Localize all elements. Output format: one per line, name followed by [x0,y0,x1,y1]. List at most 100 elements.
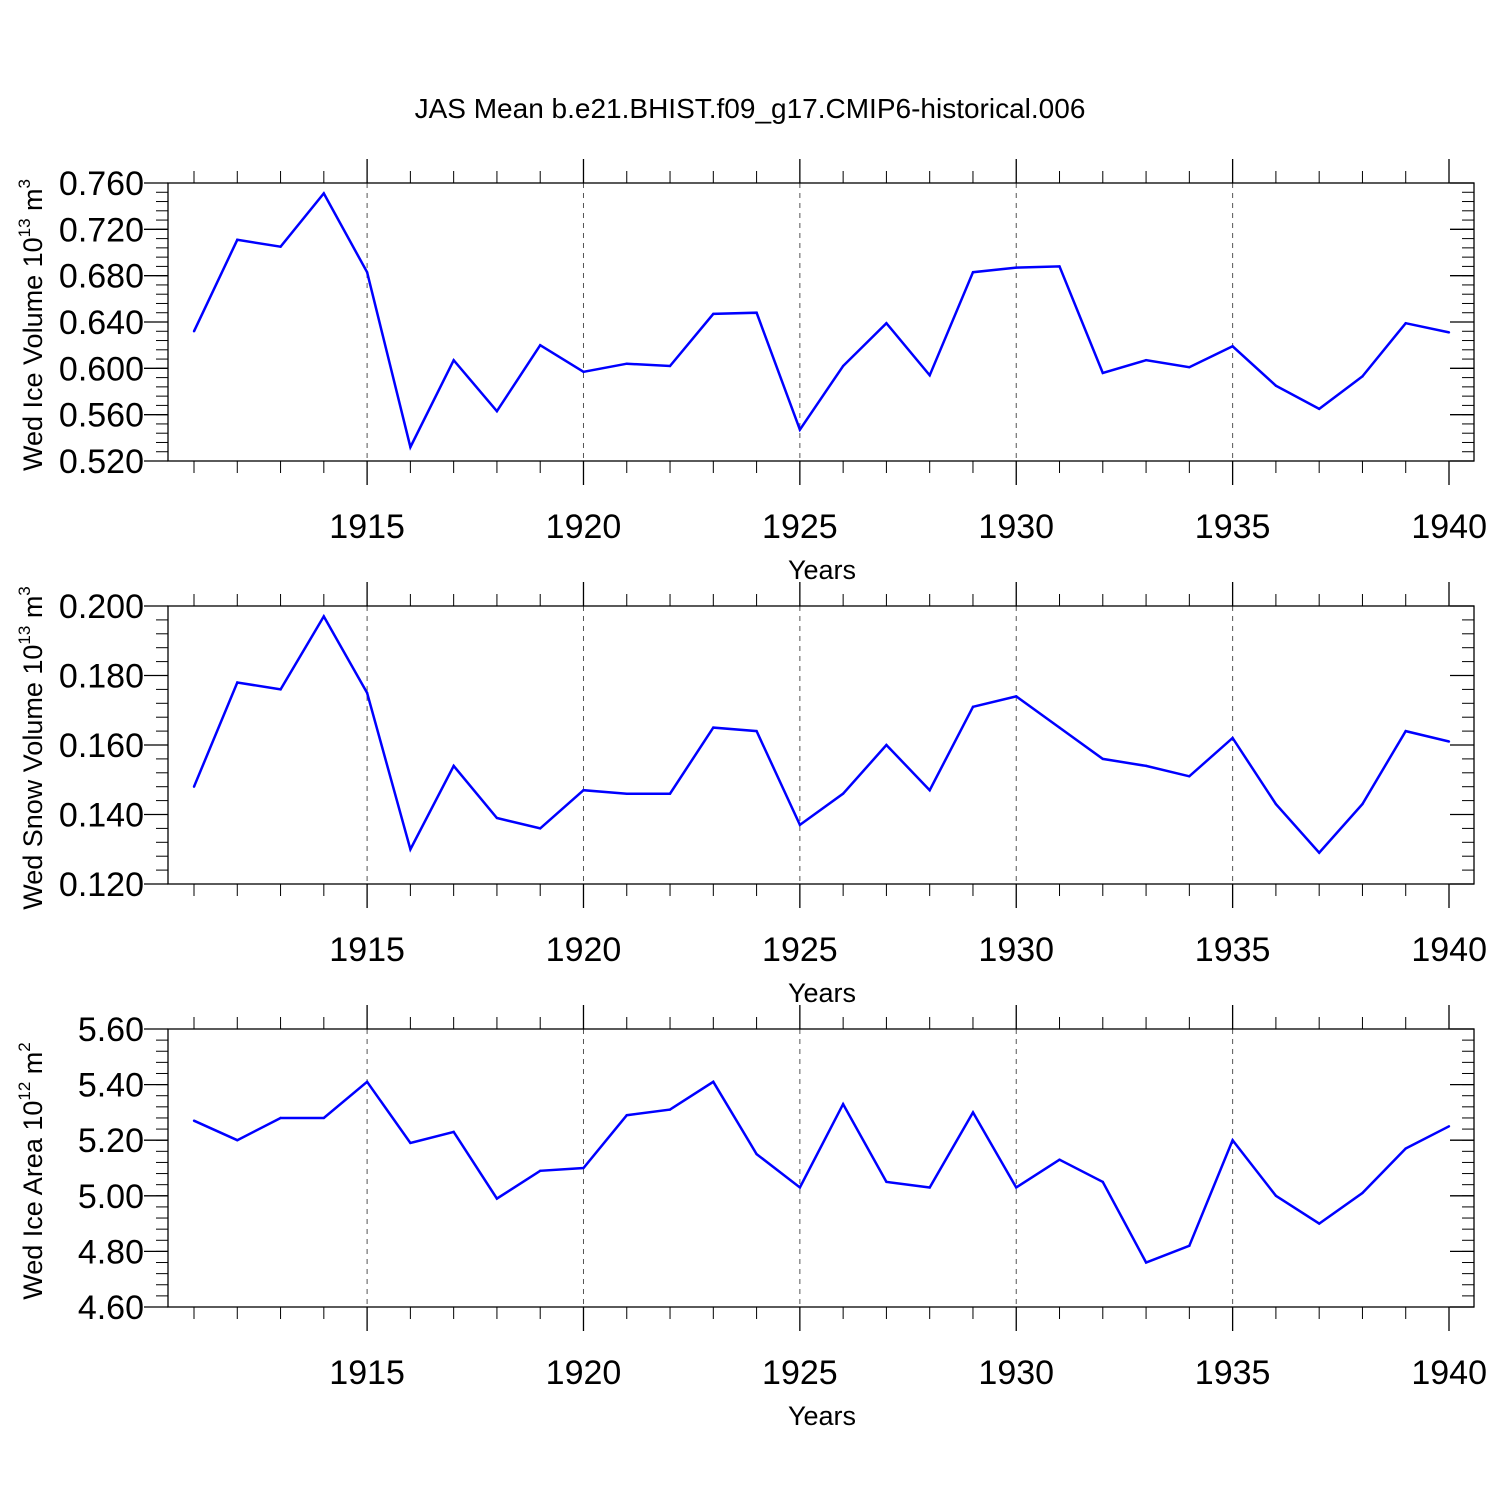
data-point-1911 [192,785,196,788]
data-point-1933 [1144,359,1148,362]
y-tick-label: 5.20 [78,1122,144,1160]
y-tick-label: 4.60 [78,1289,144,1327]
data-point-1932 [1101,1180,1104,1184]
data-point-1911 [192,1119,196,1122]
data-point-1926 [841,792,845,795]
y-tick-label: 0.180 [59,658,144,696]
data-point-1921 [625,1113,628,1117]
data-point-1916 [409,445,412,449]
data-point-1924 [755,311,758,314]
data-point-1936 [1274,1194,1278,1198]
data-point-1935 [1231,345,1234,348]
x-tick-label: 1930 [978,1354,1054,1392]
data-point-1917 [452,1130,455,1134]
data-point-1931 [1058,265,1061,268]
y-axis: 0.520 0.560 0.600 0.640 0.680 0.720 0.760 [59,165,1474,481]
data-point-1939 [1404,1147,1407,1150]
data-point-1913 [279,245,282,248]
y-tick-label: 0.120 [59,866,144,904]
plot-frame [167,182,1475,462]
data-point-1918 [495,816,499,820]
x-tick-label: 1935 [1195,508,1271,546]
y-tick-label: 4.80 [78,1233,144,1271]
y-axis-title: Wed Ice Volume 1013 m3 [15,179,48,471]
plot-frame [167,605,1475,885]
x-tick-label: 1920 [546,508,622,546]
data-point-1928 [928,788,931,792]
data-point-1934 [1188,1244,1191,1248]
data-point-1936 [1274,384,1278,387]
data-point-1926 [841,364,845,368]
y-tick-label: 0.140 [59,797,144,835]
data-point-1922 [668,364,672,368]
data-point-1919 [539,343,542,347]
data-point-1916 [409,848,412,851]
x-tick-label: 1940 [1411,508,1487,546]
data-point-1924 [755,729,758,733]
data-point-1923 [712,726,715,729]
y-tick-label: 5.40 [78,1067,144,1105]
data-point-1920 [582,788,585,792]
x-tick-label: 1940 [1411,1354,1487,1392]
y-tick-label: 0.200 [59,588,144,626]
series-line [192,613,1450,855]
data-point-1917 [452,764,455,768]
data-point-1928 [928,1186,931,1189]
data-point-1936 [1274,802,1278,806]
data-point-1927 [885,1180,888,1184]
data-point-1913 [279,688,282,691]
data-point-1919 [539,827,542,830]
series-line [192,191,1450,451]
data-point-1927 [885,321,888,325]
data-point-1928 [928,374,931,377]
data-point-1929 [971,1111,975,1114]
data-point-1912 [236,681,239,684]
y-tick-label: 0.760 [59,165,144,203]
data-point-1929 [971,705,975,708]
data-point-1937 [1317,851,1321,854]
y-tick-label: 0.160 [59,727,144,765]
x-tick-label: 1935 [1195,931,1271,969]
y-tick-label: 5.00 [78,1178,144,1216]
data-point-1937 [1317,1222,1321,1225]
data-point-1918 [495,409,499,413]
data-point-1927 [885,743,888,747]
data-point-1915 [365,691,369,695]
data-point-1935 [1231,736,1234,740]
x-tick-label: 1915 [329,1354,405,1392]
data-point-1935 [1231,1139,1234,1142]
data-point-1929 [971,270,975,274]
data-point-1930 [1015,695,1018,698]
y-tick-label: 0.600 [59,350,144,388]
y-tick-label: 0.560 [59,397,144,435]
data-point-1917 [452,359,455,362]
data-point-1940 [1447,331,1451,334]
y-tick-label: 0.640 [59,304,144,342]
x-tick-label: 1920 [546,931,622,969]
x-axis: 1915 1920 1925 1930 1935 1940 [193,1005,1487,1392]
y-tick-label: 0.720 [59,211,144,249]
data-point-1934 [1188,365,1191,369]
x-axis: 1915 1920 1925 1930 1935 1940 [193,582,1487,969]
x-tick-label: 1915 [329,931,405,969]
data-point-1933 [1144,764,1148,768]
data-point-1937 [1317,407,1321,411]
data-point-1920 [582,1166,585,1170]
x-tick-label: 1920 [546,1354,622,1392]
data-point-1938 [1361,375,1364,378]
x-tick-label: 1930 [978,931,1054,969]
data-point-1921 [625,362,628,365]
data-point-1920 [582,370,585,374]
chart-panel-3: 4.60 4.80 5.00 5.20 5.40 5.60 1915 1920 1925 1930… [15,1005,1487,1431]
x-tick-label: 1925 [762,508,838,546]
x-axis: 1915 1920 1925 1930 1935 1940 [193,159,1487,546]
data-point-1940 [1447,1125,1451,1128]
data-point-1931 [1058,1158,1061,1161]
series-line [193,1079,1450,1265]
data-point-1925 [798,1186,802,1189]
data-point-1923 [712,1080,715,1084]
data-point-1931 [1058,726,1061,729]
